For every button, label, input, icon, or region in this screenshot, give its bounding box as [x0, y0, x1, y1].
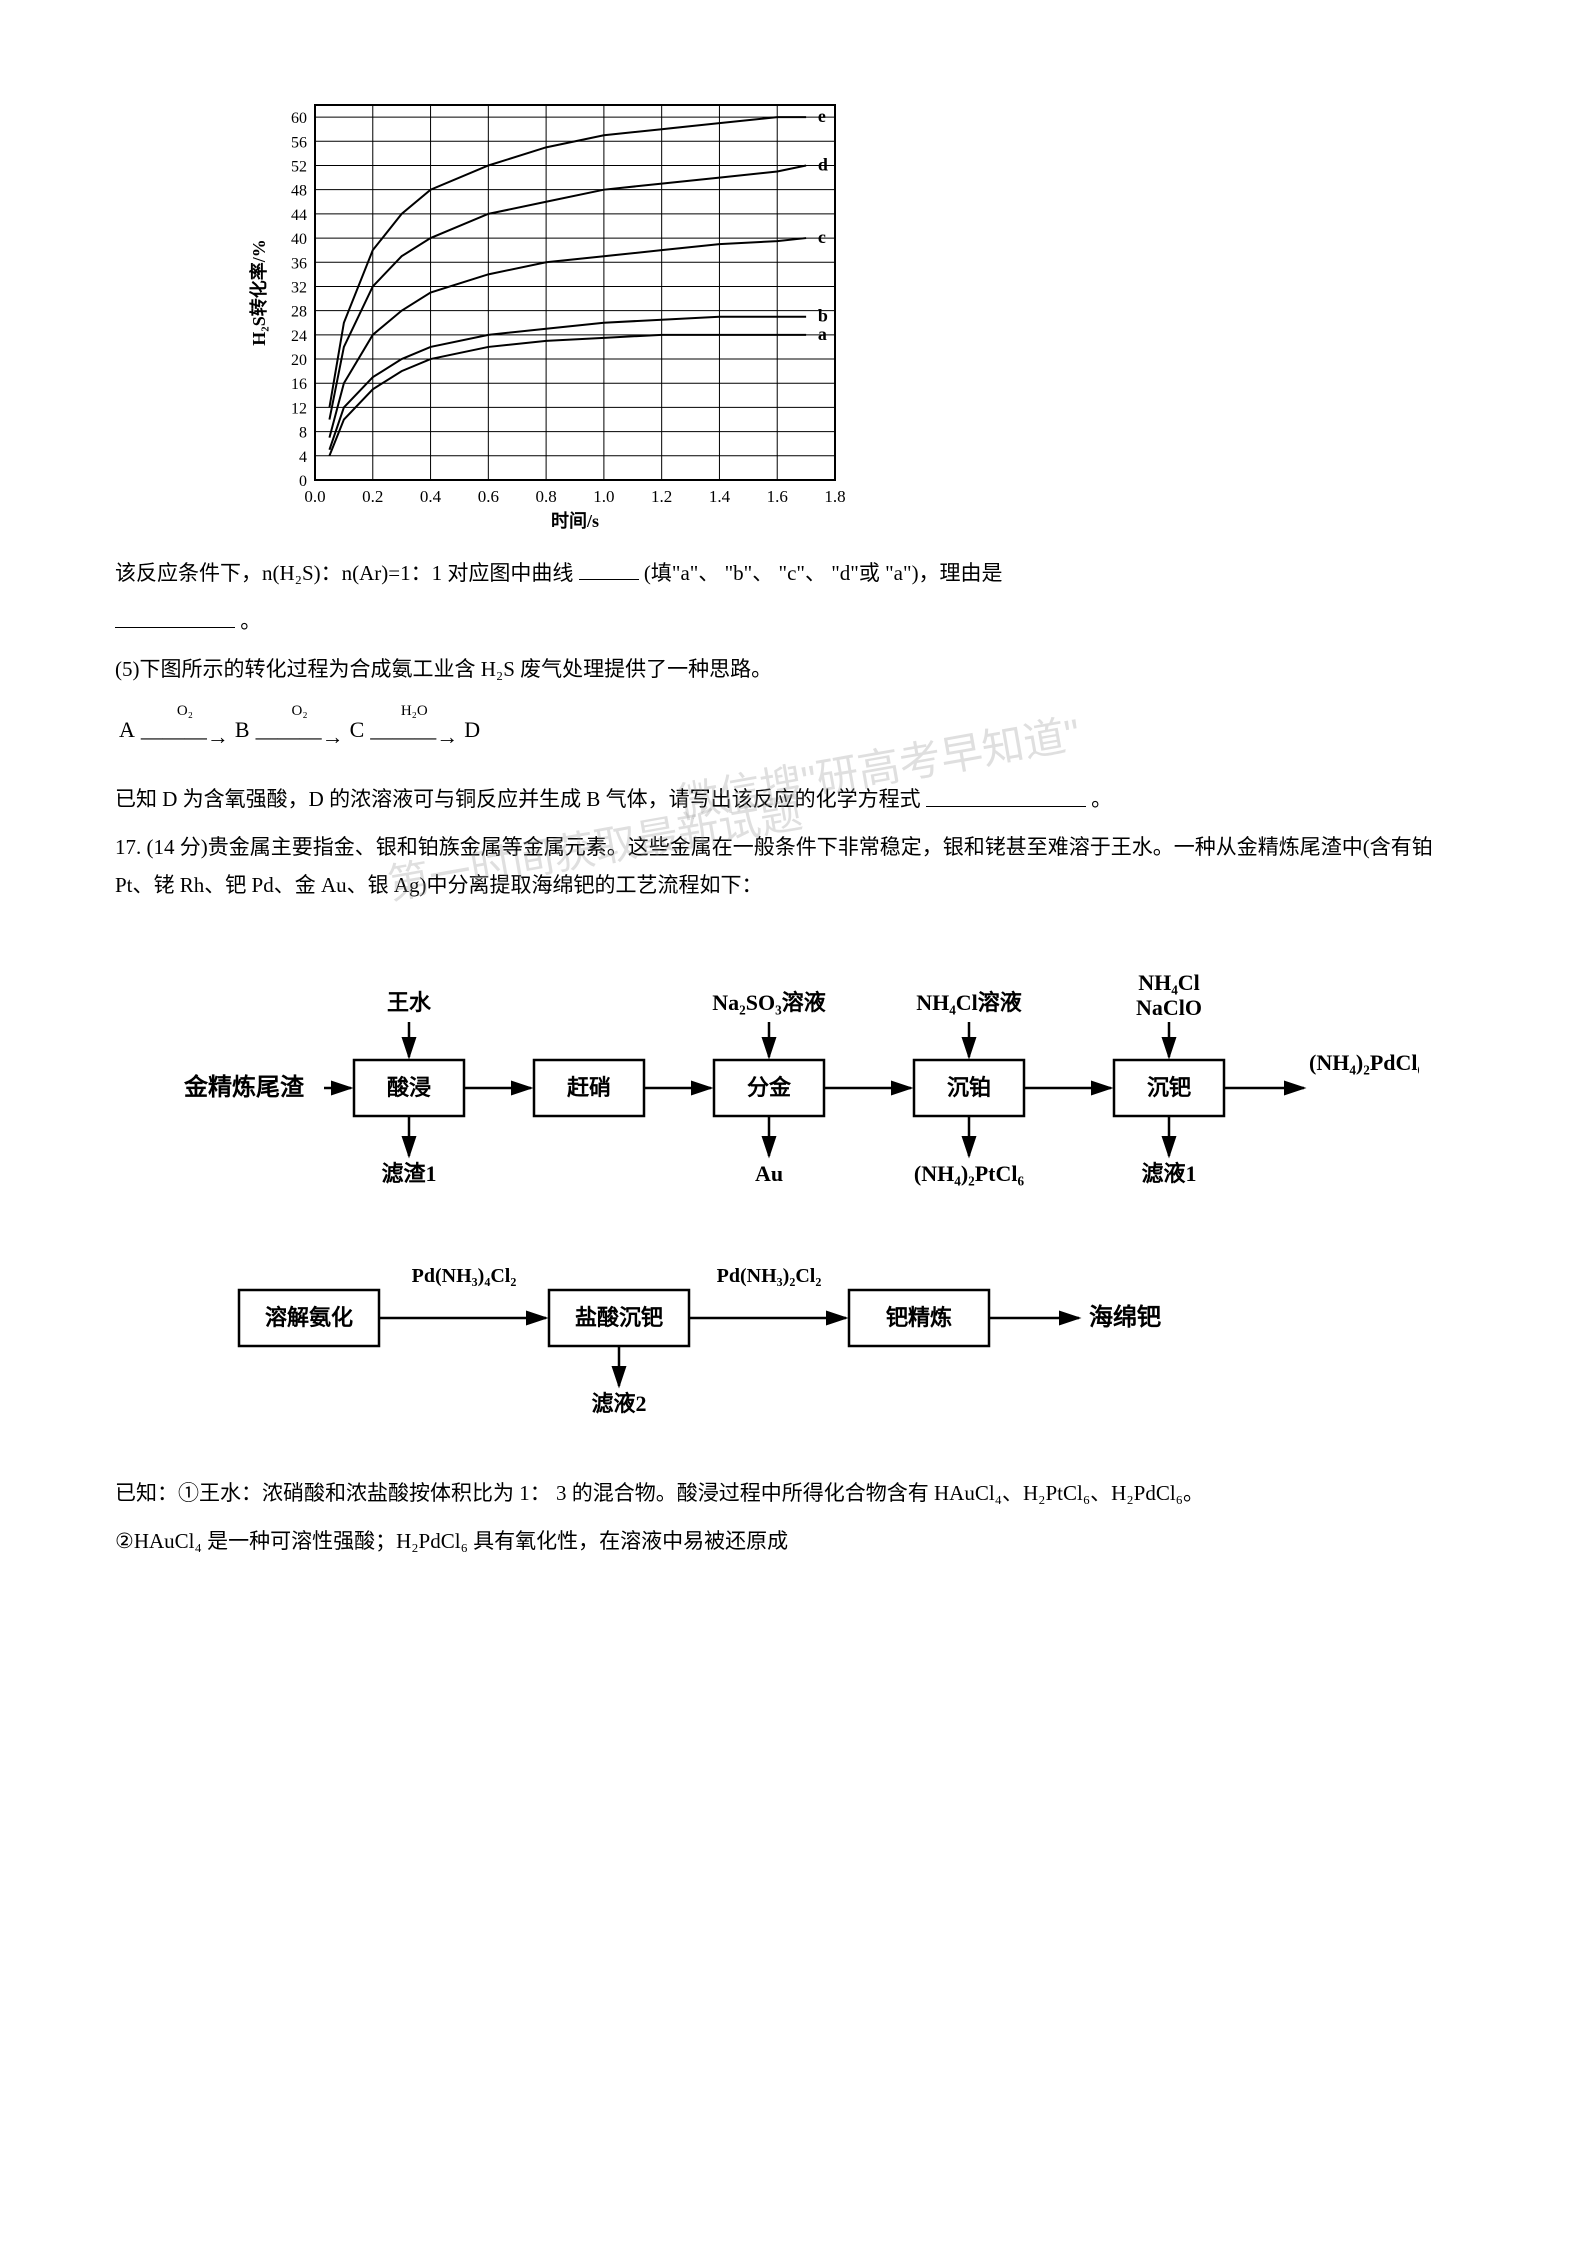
svg-text:溶解氨化: 溶解氨化: [264, 1305, 352, 1330]
process-flowchart: 金精炼尾渣 酸浸 赶硝 分金 沉铂 沉钯 王水 Na₂SO₃溶液 NH₄Cl溶液 NH₄…: [169, 930, 1419, 1450]
svg-text:海绵钯: 海绵钯: [1089, 1303, 1161, 1331]
svg-text:滤液2: 滤液2: [591, 1391, 646, 1416]
svg-text:1.0: 1.0: [593, 487, 614, 506]
svg-text:0.6: 0.6: [478, 487, 499, 506]
svg-text:1.8: 1.8: [824, 487, 845, 506]
svg-text:b: b: [818, 306, 828, 326]
svg-text:滤渣1: 滤渣1: [381, 1161, 436, 1186]
svg-text:(NH₄)₂PtCl₆: (NH₄)₂PtCl₆: [913, 1161, 1024, 1186]
known2: ②HAuCl₄ 是一种可溶性强酸；H₂PdCl₆ 具有氧化性，在溶液中易被还原成: [115, 1523, 1472, 1561]
svg-text:Au: Au: [754, 1161, 782, 1186]
svg-text:(NH₄)₂PdCl₆: (NH₄)₂PdCl₆: [1309, 1050, 1419, 1075]
reaction-chain: A O₂ ———→ B O₂ ———→ C H₂O ———→ D: [115, 704, 1472, 757]
svg-text:金精炼尾渣: 金精炼尾渣: [183, 1073, 305, 1101]
svg-text:1.2: 1.2: [651, 487, 672, 506]
svg-text:钯精炼: 钯精炼: [885, 1305, 951, 1330]
svg-text:时间/s: 时间/s: [551, 511, 599, 531]
svg-text:0.0: 0.0: [304, 487, 325, 506]
flowchart-container: 金精炼尾渣 酸浸 赶硝 分金 沉铂 沉钯 王水 Na₂SO₃溶液 NH₄Cl溶液 NH₄…: [115, 930, 1472, 1450]
svg-text:56: 56: [291, 134, 307, 151]
svg-text:NH₄Cl: NH₄Cl: [1138, 970, 1200, 995]
svg-text:滤液1: 滤液1: [1141, 1161, 1196, 1186]
q4-blank2[interactable]: [115, 603, 235, 628]
svg-text:0.2: 0.2: [362, 487, 383, 506]
q17-text: 17. (14 分)贵金属主要指金、银和铂族金属等金属元素。这些金属在一般条件下…: [115, 829, 1472, 905]
svg-text:48: 48: [291, 183, 307, 200]
q4-text1: 该反应条件下，n(H₂S)：n(Ar)=1：1 对应图中曲线: [115, 561, 573, 585]
svg-text:0.8: 0.8: [535, 487, 556, 506]
svg-text:36: 36: [291, 255, 307, 272]
svg-text:盐酸沉钯: 盐酸沉钯: [574, 1305, 662, 1330]
svg-text:8: 8: [299, 425, 307, 442]
species-C: C: [350, 710, 365, 750]
q4-para2: 。: [115, 603, 1472, 641]
svg-text:Pd(NH₃)₄Cl₂: Pd(NH₃)₄Cl₂: [411, 1265, 516, 1287]
svg-text:44: 44: [291, 207, 307, 224]
svg-text:1.4: 1.4: [709, 487, 731, 506]
svg-text:王水: 王水: [386, 990, 431, 1015]
svg-text:NH₄Cl溶液: NH₄Cl溶液: [916, 990, 1022, 1015]
known1: 已知：①王水：浓硝酸和浓盐酸按体积比为 1： 3 的混合物。酸浸过程中所得化合物…: [115, 1475, 1472, 1513]
svg-text:32: 32: [291, 279, 307, 296]
svg-text:e: e: [818, 106, 826, 126]
svg-text:1.6: 1.6: [767, 487, 788, 506]
reaction-arrow-2: H₂O ———→: [370, 704, 458, 757]
reaction-arrow-1: O₂ ———→: [256, 704, 344, 757]
svg-text:28: 28: [291, 304, 307, 321]
svg-text:0: 0: [299, 473, 307, 490]
svg-text:12: 12: [291, 400, 307, 417]
species-B: B: [235, 710, 250, 750]
svg-text:d: d: [818, 154, 828, 174]
q5-para2: 已知 D 为含氧强酸，D 的浓溶液可与铜反应并生成 B 气体，请写出该反应的化学…: [115, 781, 1472, 819]
h2s-conversion-chart: 0.00.20.40.60.81.01.21.41.61.80481216202…: [245, 90, 865, 535]
q4-para: 该反应条件下，n(H₂S)：n(Ar)=1：1 对应图中曲线 (填"a"、 "b…: [115, 555, 1472, 593]
svg-text:酸浸: 酸浸: [386, 1075, 430, 1100]
svg-text:24: 24: [291, 328, 307, 345]
svg-text:0.4: 0.4: [420, 487, 442, 506]
svg-text:Na₂SO₃溶液: Na₂SO₃溶液: [712, 990, 825, 1015]
chart-container: 0.00.20.40.60.81.01.21.41.61.80481216202…: [245, 90, 1472, 535]
q5-text2: 已知 D 为含氧强酸，D 的浓溶液可与铜反应并生成 B 气体，请写出该反应的化学…: [115, 788, 921, 812]
svg-text:a: a: [818, 324, 827, 344]
reaction-arrow-0: O₂ ———→: [141, 704, 229, 757]
species-D: D: [464, 710, 480, 750]
svg-text:4: 4: [299, 449, 307, 466]
q5-text3: 。: [1091, 788, 1112, 812]
svg-text:Pd(NH₃)₂Cl₂: Pd(NH₃)₂Cl₂: [716, 1265, 821, 1287]
svg-text:40: 40: [291, 231, 307, 248]
svg-text:沉钯: 沉钯: [1146, 1075, 1190, 1100]
svg-text:20: 20: [291, 352, 307, 369]
svg-text:52: 52: [291, 158, 307, 175]
q4-blank1[interactable]: [579, 555, 639, 580]
svg-text:赶硝: 赶硝: [565, 1075, 610, 1100]
q4-text2: (填"a"、 "b"、 "c"、 "d"或 "a")，理由是: [644, 561, 1003, 585]
svg-text:沉铂: 沉铂: [946, 1075, 990, 1100]
svg-text:c: c: [818, 227, 826, 247]
species-A: A: [119, 710, 135, 750]
svg-text:分金: 分金: [746, 1075, 791, 1100]
svg-text:16: 16: [291, 376, 307, 393]
q5-intro: (5)下图所示的转化过程为合成氨工业含 H₂S 废气处理提供了一种思路。: [115, 651, 1472, 689]
svg-text:60: 60: [291, 110, 307, 127]
svg-text:NaClO: NaClO: [1136, 995, 1202, 1020]
svg-text:H₂S转化率/%: H₂S转化率/%: [248, 239, 269, 345]
q5-blank[interactable]: [926, 781, 1086, 806]
q4-text3: 。: [240, 609, 261, 633]
